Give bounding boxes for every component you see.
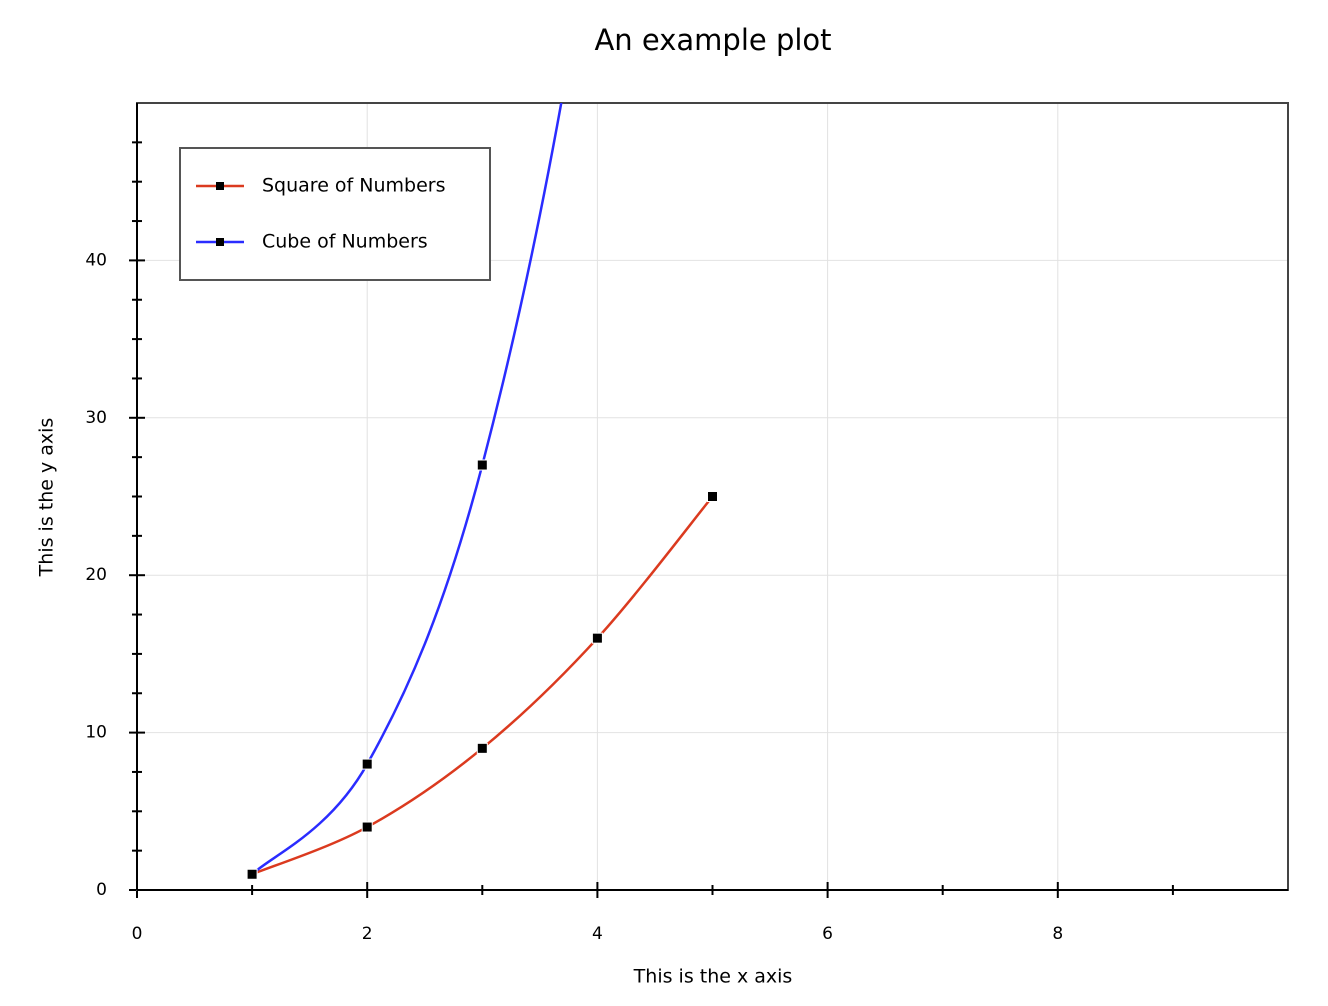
- y-axis-label: This is the y axis: [36, 418, 58, 578]
- x-tick-label: 6: [822, 924, 833, 944]
- point-marker: [707, 491, 718, 502]
- y-tick-label: 0: [96, 880, 107, 900]
- x-tick-label: 2: [362, 924, 373, 944]
- point-marker: [476, 459, 488, 471]
- point-marker: [361, 821, 373, 833]
- x-axis-label: This is the x axis: [633, 966, 793, 988]
- legend-marker: [216, 182, 224, 190]
- legend-marker: [216, 238, 224, 246]
- legend-label: Square of Numbers: [262, 175, 446, 197]
- chart-title: An example plot: [594, 23, 831, 57]
- point-marker: [591, 632, 603, 644]
- y-tick-label: 30: [85, 408, 107, 428]
- point-marker: [476, 742, 488, 754]
- y-tick-label: 40: [85, 250, 107, 270]
- legend-label: Cube of Numbers: [262, 231, 428, 253]
- plot-area: [246, 103, 718, 880]
- legend-box: [179, 147, 491, 281]
- x-tick-label: 0: [132, 924, 143, 944]
- point-marker: [246, 868, 258, 880]
- y-tick-label: 20: [85, 565, 107, 585]
- series-line: [251, 495, 714, 876]
- y-tick-label: 10: [85, 723, 107, 743]
- x-tick-label: 4: [592, 924, 603, 944]
- x-tick-label: 8: [1052, 924, 1063, 944]
- point-marker: [361, 758, 373, 770]
